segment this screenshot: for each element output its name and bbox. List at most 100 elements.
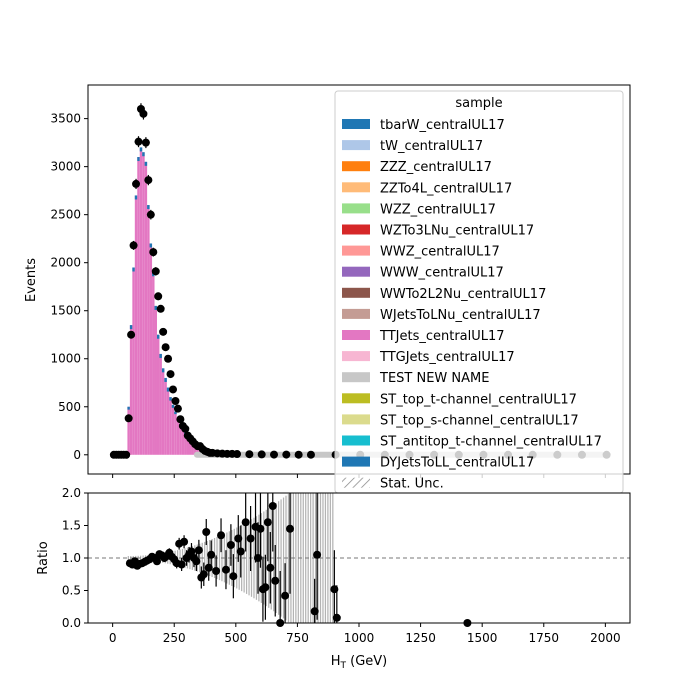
unc-band-bar — [204, 541, 206, 575]
legend-label: ST_top_s-channel_centralUL17 — [380, 413, 579, 428]
data-point — [159, 327, 168, 336]
unc-band-bar — [233, 528, 235, 588]
data-point — [146, 210, 155, 219]
hist-bar-ttjets — [164, 377, 167, 455]
data-point — [176, 415, 185, 424]
ratio-x-tick-label: 750 — [286, 631, 309, 645]
ratio-y-tick-label: 1.5 — [62, 519, 81, 533]
ratio-y-tick-label: 1.0 — [62, 551, 81, 565]
data-point — [233, 450, 242, 459]
data-point — [144, 176, 153, 185]
ratio-y-tick-label: 0.5 — [62, 584, 81, 598]
legend-label: ST_antitop_t-channel_centralUL17 — [380, 435, 602, 450]
hist-bar-ttjets — [134, 195, 138, 455]
hist-bar-ttjets — [176, 418, 180, 455]
data-point — [161, 343, 170, 352]
unc-band-bar — [290, 493, 292, 623]
hist-bar-ttjets — [129, 325, 133, 455]
ratio-x-tick-label: 1250 — [405, 631, 436, 645]
legend-swatch — [342, 119, 370, 129]
ratio-point — [177, 560, 186, 569]
ratio-x-tick-label: 0 — [109, 631, 117, 645]
data-point — [141, 138, 150, 147]
ratio-point — [241, 518, 250, 527]
hist-bar-ttjets — [181, 428, 185, 455]
data-point — [257, 450, 266, 459]
legend-swatch — [342, 308, 370, 319]
ratio-point — [332, 613, 341, 622]
y-axis-label: Events — [24, 258, 39, 302]
hist-bar-ttjets — [127, 406, 130, 455]
legend-label: WWW_centralUL17 — [380, 266, 504, 281]
data-point — [306, 450, 315, 459]
ratio-x-tick-label: 1000 — [344, 631, 375, 645]
hist-bar-tw — [174, 411, 177, 415]
hist-bar-ttjets — [154, 305, 157, 455]
hist-bar-ttjets — [166, 387, 170, 455]
data-point — [181, 424, 190, 433]
legend-swatch — [342, 140, 370, 151]
hist-bar-ttjets — [174, 411, 177, 455]
ratio-x-tick-label: 1750 — [528, 631, 559, 645]
hist-bar-ttjets — [137, 157, 140, 455]
hist-bar-ttjets — [184, 432, 187, 455]
legend-swatch — [342, 456, 370, 467]
legend-label: Stat. Unc. — [380, 477, 444, 492]
unc-band-bar — [280, 499, 282, 617]
data-point — [151, 267, 160, 276]
unc-band-bar — [295, 493, 297, 623]
ratio-point — [229, 572, 238, 581]
unc-band-bar — [324, 493, 327, 623]
hist-bar-ttjets — [189, 439, 192, 455]
y-tick-label: 500 — [58, 400, 81, 414]
hist-bar-tw — [166, 387, 170, 392]
hist-bar-tw — [129, 325, 133, 330]
data-point — [124, 414, 133, 423]
data-point — [294, 450, 303, 459]
ratio-point — [226, 541, 235, 549]
ratio-point — [152, 557, 161, 566]
hist-bar-ttjets — [186, 436, 190, 455]
legend-label: WJetsToLNu_centralUL17 — [380, 308, 541, 323]
data-point — [132, 179, 141, 188]
legend-label: TTGJets_centralUL17 — [379, 350, 515, 365]
hist-bar-tw — [132, 267, 135, 272]
hist-bar-ttjets — [179, 424, 182, 455]
y-tick-label: 3500 — [50, 112, 81, 126]
y-tick-label: 3000 — [50, 160, 81, 174]
y-tick-label: 1500 — [50, 304, 81, 318]
ratio-panel: 0.0 0.5 1.0 1.5 2.0 0 250 500 750 1000 1250 1500 17… — [36, 486, 631, 671]
hist-bar-tw — [156, 334, 160, 339]
hist-bar-ttjets — [161, 368, 165, 455]
unc-band-bar — [329, 493, 331, 623]
hist-bar-ttjets — [193, 444, 197, 455]
hist-bar-tw — [169, 397, 172, 401]
unc-band-bar — [142, 555, 144, 561]
hist-bar-tw — [127, 406, 130, 410]
ratio-y-axis-label: Ratio — [36, 541, 51, 574]
ratio-point — [271, 576, 280, 585]
hist-bar-ttjets — [171, 404, 175, 455]
hist-bar-ttjets — [196, 445, 199, 455]
data-point — [171, 397, 180, 406]
ratio-point — [313, 550, 322, 559]
hist-bar-tw — [164, 377, 167, 382]
legend-swatch — [342, 351, 370, 362]
hist-bar-ttjets — [142, 152, 145, 455]
hist-bar-tw — [134, 195, 138, 200]
data-point — [156, 304, 165, 313]
unc-band-bar — [310, 493, 312, 623]
ratio-point — [207, 550, 216, 559]
hist-bar-ttjets — [132, 267, 135, 455]
ratio-y-ticks: 0.0 0.5 1.0 1.5 2.0 — [62, 486, 88, 630]
ratio-point — [221, 565, 230, 574]
unc-band-bar — [245, 522, 248, 594]
unc-band-bar — [268, 508, 270, 608]
ratio-point — [217, 531, 226, 540]
hist-bar-tw — [147, 205, 150, 210]
legend-label: WZTo3LNu_centralUL17 — [380, 224, 534, 239]
ratio-x-tick-label: 1500 — [467, 631, 498, 645]
legend-label: tW_centralUL17 — [380, 139, 483, 154]
unc-band-bar — [332, 493, 334, 623]
unc-band-bar — [127, 556, 129, 560]
